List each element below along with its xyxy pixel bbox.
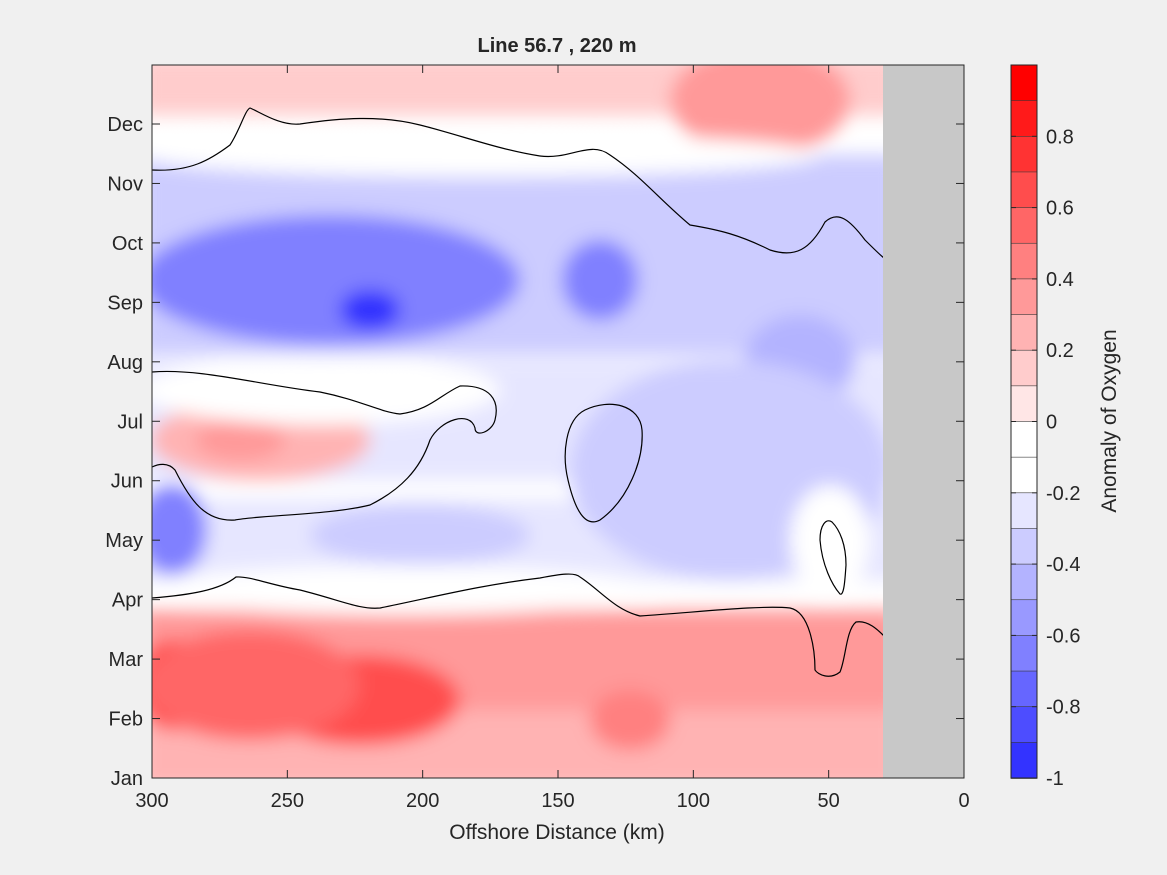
y-tick-label: Apr [112,590,143,612]
colorbar-cell [1010,349,1038,387]
colorbar-cell [1010,207,1038,245]
feature-may-west [152,485,207,575]
x-tick-label: 250 [271,790,304,812]
zero-contours [152,107,883,677]
colorbar-cell [1010,492,1038,530]
zero-contour-jul-loop [564,403,643,523]
colorbar-tick-label: -1 [1046,768,1064,790]
colorbar-cell [1010,742,1038,779]
feature-apr-zero [152,565,660,615]
colorbar-cell [1010,64,1038,102]
colorbar-cell [1010,242,1038,280]
feature-may-center [310,505,530,565]
feature-may-east-zero [790,485,870,595]
colorbar-tick-label: 0 [1046,412,1057,434]
colorbar-tick-label: 0.8 [1046,126,1074,148]
feature-aug-zero [152,355,500,425]
colorbar-tick-label: -0.8 [1046,697,1080,719]
feature-feb-west [152,630,360,740]
colorbar-cell [1010,314,1038,351]
colorbar-ticks: 0.8 0.6 0.4 0.2 0 -0.2 -0.4 -0.6 -0.8 -1 [1011,126,1080,790]
feature-nov-zero [152,133,820,177]
zero-contour-nov [152,107,883,258]
colorbar-cell [1010,171,1038,209]
zero-contour-may-east [819,520,847,595]
y-tick-label: Mar [109,649,144,671]
y-tick-label: Aug [107,352,143,374]
colorbar-cell [1010,421,1038,458]
colorbar-cell [1010,635,1038,672]
colorbar: 0.8 0.6 0.4 0.2 0 -0.2 -0.4 -0.6 -0.8 -1 Anomaly … [1010,64,1121,790]
colorbar-cell [1010,456,1038,494]
colorbar-cells [1010,64,1038,779]
contour-field [152,65,883,778]
y-tick-label: Jan [111,768,143,790]
colorbar-cell [1010,670,1038,708]
chart-title: Line 56.7 , 220 m [478,35,637,57]
colorbar-tick-label: 0.6 [1046,198,1074,220]
colorbar-cell [1010,563,1038,601]
y-tick-label: Jun [111,471,143,493]
y-tick-label: Jul [117,411,143,433]
x-axis-label: Offshore Distance (km) [449,821,665,844]
y-tick-label: Oct [112,233,144,255]
plot-area: Jan Feb Mar Apr May Jun Jul Aug Sep Oct Nov Dec 300… [105,64,970,812]
feature-feb-mid [590,690,670,750]
x-tick-label: 300 [135,790,168,812]
colorbar-tick-label: -0.4 [1046,554,1080,576]
colorbar-tick-label: 0.2 [1046,340,1074,362]
colorbar-tick-label: 0.4 [1046,269,1074,291]
feature-dec-east-positive [670,65,850,155]
colorbar-label: Anomaly of Oxygen [1098,329,1121,512]
x-axis: 300 250 200 150 100 50 0 [135,65,970,812]
y-tick-label: Dec [107,114,143,136]
y-tick-label: Nov [107,173,143,195]
colorbar-cell [1010,706,1038,744]
x-tick-label: 50 [818,790,840,812]
plot-frame [151,64,965,779]
colorbar-tick-label: -0.2 [1046,483,1080,505]
x-tick-label: 150 [541,790,574,812]
colorbar-cell [1010,385,1038,423]
zero-contour-aug [152,370,497,521]
colorbar-cell [1010,136,1038,173]
y-tick-label: Sep [107,292,143,314]
y-axis: Jan Feb Mar Apr May Jun Jul Aug Sep Oct Nov Dec [105,114,964,790]
no-data-region [883,65,964,778]
x-tick-label: 0 [958,790,969,812]
feature-sep-band [152,215,520,345]
feature-sep-center-min [340,290,400,330]
y-tick-label: May [105,530,143,552]
x-tick-label: 100 [677,790,710,812]
colorbar-cell [1010,278,1038,316]
x-tick-label: 200 [406,790,439,812]
colorbar-cell [1010,528,1038,565]
feature-sep-mid [562,240,638,320]
feature-jul-west-core [195,420,285,460]
colorbar-tick-label: -0.6 [1046,625,1080,647]
y-tick-label: Feb [109,709,143,731]
colorbar-cell [1010,100,1038,138]
colorbar-cell [1010,599,1038,637]
zero-contour-apr [152,573,883,677]
